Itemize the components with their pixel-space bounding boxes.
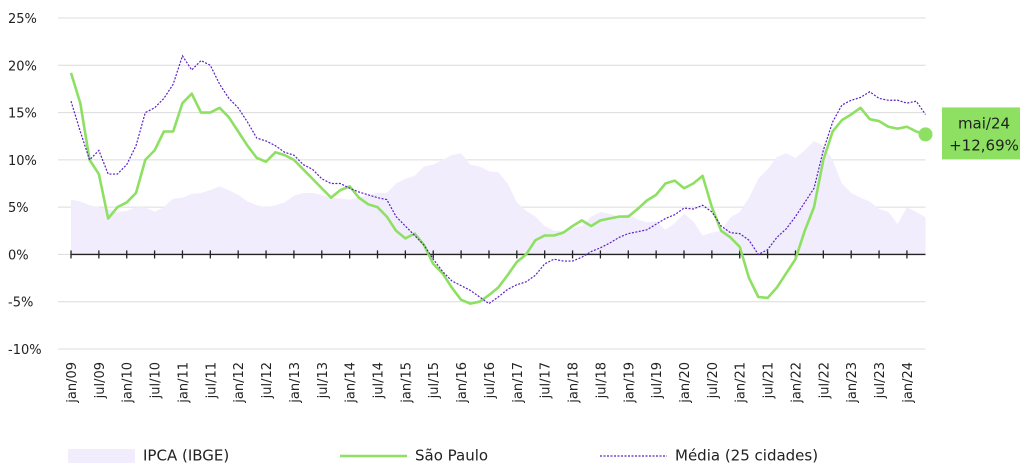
x-tick-label: jul/13 xyxy=(316,362,331,399)
x-tick-label: jul/20 xyxy=(706,362,721,399)
x-tick-label: jan/18 xyxy=(567,362,582,404)
x-tick-label: jul/18 xyxy=(594,362,609,399)
y-tick-label: 25% xyxy=(8,12,37,27)
x-tick-label: jan/19 xyxy=(622,362,637,404)
x-tick-label: jan/20 xyxy=(678,362,693,404)
x-tick-label: jul/19 xyxy=(650,362,665,399)
y-tick-label: 5% xyxy=(8,201,29,216)
legend-label: IPCA (IBGE) xyxy=(143,447,229,465)
x-tick-label: jan/13 xyxy=(288,362,303,404)
annotation-value: +12,69% xyxy=(949,136,1019,154)
y-tick-label: -5% xyxy=(8,296,33,311)
x-tick-label: jul/21 xyxy=(762,362,777,399)
y-tick-label: -10% xyxy=(8,343,42,358)
annotation-label: mai/24 xyxy=(958,114,1010,132)
x-tick-label: jan/21 xyxy=(734,362,749,404)
x-tick-label: jul/11 xyxy=(204,362,219,399)
x-tick-label: jul/10 xyxy=(149,362,164,399)
x-tick-label: jan/15 xyxy=(399,362,414,404)
x-tick-label: jan/17 xyxy=(511,362,526,404)
x-tick-label: jan/23 xyxy=(845,362,860,404)
legend-label: São Paulo xyxy=(415,447,488,465)
x-tick-label: jan/24 xyxy=(901,362,916,404)
x-tick-label: jan/14 xyxy=(344,362,359,404)
line xyxy=(69,72,926,305)
y-tick-label: 10% xyxy=(8,154,37,169)
x-tick-label: jan/09 xyxy=(65,362,80,404)
y-tick-label: 20% xyxy=(8,59,37,74)
x-tick-label: jan/22 xyxy=(789,362,804,404)
x-tick-label: jul/14 xyxy=(372,362,387,399)
line xyxy=(70,54,926,305)
legend-label: Média (25 cidades) xyxy=(675,447,818,465)
x-tick-label: jul/15 xyxy=(427,362,442,399)
legend-swatch xyxy=(68,449,135,463)
x-tick-label: jul/22 xyxy=(817,362,832,399)
x-tick-label: jan/11 xyxy=(176,362,191,404)
x-tick-label: jul/16 xyxy=(483,362,498,399)
x-tick-label: jul/17 xyxy=(539,362,554,399)
x-tick-label: jan/10 xyxy=(121,362,136,404)
x-tick-label: jul/12 xyxy=(260,362,275,399)
x-tick-label: jan/12 xyxy=(232,362,247,404)
area xyxy=(71,140,926,255)
end-marker xyxy=(918,127,933,142)
x-tick-label: jul/09 xyxy=(93,362,108,399)
y-tick-label: 15% xyxy=(8,107,37,122)
annotation-box xyxy=(942,107,1020,160)
x-tick-label: jul/23 xyxy=(873,362,888,399)
x-tick-label: jan/16 xyxy=(455,362,470,404)
y-tick-label: 0% xyxy=(8,248,29,263)
